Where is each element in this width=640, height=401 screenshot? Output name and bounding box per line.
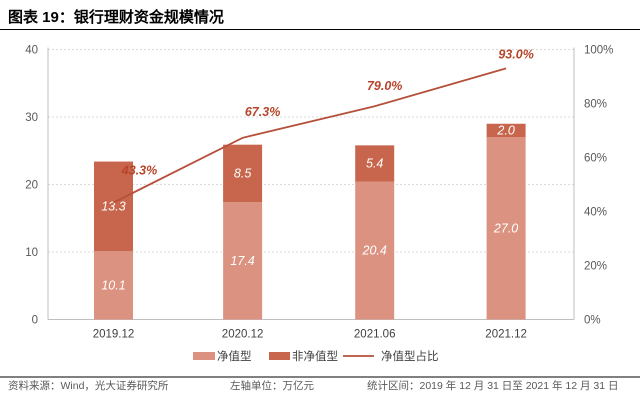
svg-text:2021.06: 2021.06	[354, 329, 396, 341]
svg-text:20%: 20%	[584, 261, 607, 273]
svg-text:40: 40	[25, 45, 38, 57]
svg-text:27.0: 27.0	[493, 221, 518, 235]
svg-text:30: 30	[25, 112, 38, 124]
svg-text:43.3%: 43.3%	[121, 164, 157, 178]
svg-text:2020.12: 2020.12	[222, 329, 264, 341]
svg-text:0%: 0%	[584, 315, 601, 327]
svg-text:统计区间：2019 年 12 月 31 日至 2021 年: 统计区间：2019 年 12 月 31 日至 2021 年 12 月 31 日	[367, 379, 619, 392]
svg-text:5.4: 5.4	[366, 157, 383, 171]
svg-text:净值型: 净值型	[217, 349, 252, 363]
svg-text:93.0%: 93.0%	[498, 47, 533, 61]
svg-text:8.5: 8.5	[234, 166, 251, 180]
svg-text:0: 0	[32, 315, 38, 327]
svg-text:2021.12: 2021.12	[485, 329, 527, 341]
svg-text:资料来源：Wind，光大证券研究所: 资料来源：Wind，光大证券研究所	[8, 379, 169, 392]
svg-text:40%: 40%	[584, 207, 607, 219]
svg-text:10: 10	[25, 247, 38, 259]
svg-text:左轴单位：万亿元: 左轴单位：万亿元	[230, 379, 314, 392]
svg-text:60%: 60%	[584, 153, 607, 165]
svg-text:20: 20	[25, 180, 38, 192]
svg-text:100%: 100%	[584, 45, 613, 57]
svg-text:20.4: 20.4	[362, 244, 387, 258]
svg-text:净值型占比: 净值型占比	[381, 349, 439, 363]
svg-text:13.3: 13.3	[101, 199, 125, 213]
svg-text:17.4: 17.4	[230, 254, 254, 268]
svg-text:2019.12: 2019.12	[93, 329, 135, 341]
svg-text:80%: 80%	[584, 99, 607, 111]
svg-text:10.1: 10.1	[101, 278, 125, 292]
svg-text:2.0: 2.0	[496, 124, 514, 138]
svg-text:非净值型: 非净值型	[292, 349, 338, 363]
svg-text:79.0%: 79.0%	[367, 79, 402, 93]
svg-text:67.3%: 67.3%	[245, 105, 280, 119]
